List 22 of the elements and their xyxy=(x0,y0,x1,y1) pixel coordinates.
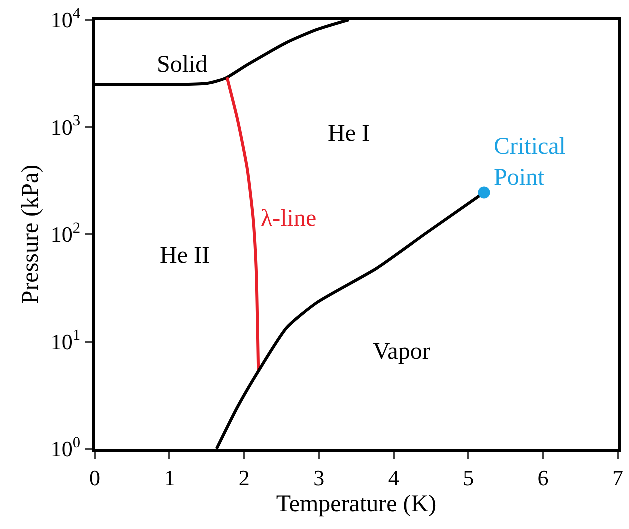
annotation: Vapor xyxy=(373,339,430,365)
x-tick-label: 1 xyxy=(164,465,176,490)
y-tick-label: 10$^{4}$ xyxy=(50,5,81,33)
annotation: He I xyxy=(328,121,370,147)
y-tick-label: 10$^{3}$ xyxy=(50,112,81,140)
y-tick-label: 10$^{2}$ xyxy=(50,220,81,248)
y-tick-label: 10$^{1}$ xyxy=(50,327,81,354)
x-tick-label: 6 xyxy=(538,465,549,490)
y-axis-title: Pressure (kPa) xyxy=(18,164,44,304)
annotation: He II xyxy=(160,243,210,269)
x-tick-label: 2 xyxy=(238,465,250,490)
series-label: λ-line xyxy=(261,206,317,232)
annotation: Solid xyxy=(157,52,208,78)
line-series xyxy=(226,76,260,373)
x-tick-label: 4 xyxy=(388,465,400,490)
x-tick-label: 7 xyxy=(612,465,624,490)
x-axis-title: Temperature (K) xyxy=(276,492,437,518)
y-tick-label: 10$^{0}$ xyxy=(50,434,81,462)
x-tick-label: 5 xyxy=(463,465,474,490)
x-tick-label: 3 xyxy=(314,465,325,490)
series-label: Critical Point xyxy=(494,134,566,192)
x-tick-label: 0 xyxy=(90,465,100,490)
